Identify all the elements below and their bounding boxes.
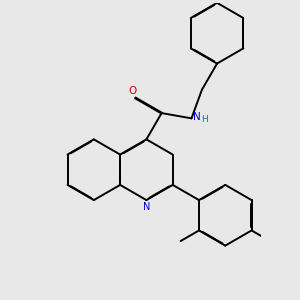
Text: O: O — [129, 86, 137, 96]
Text: H: H — [201, 116, 208, 124]
Text: N: N — [143, 202, 150, 212]
Text: N: N — [193, 112, 201, 122]
